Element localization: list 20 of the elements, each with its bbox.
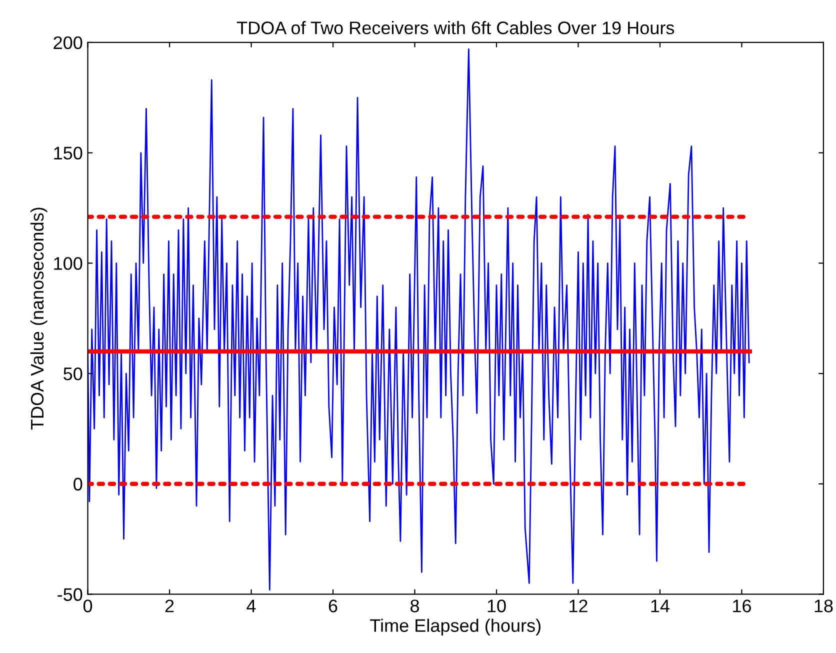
- x-tick-label: 8: [410, 600, 419, 612]
- y-tick-label: 100: [54, 257, 82, 270]
- x-tick-label: 10: [488, 600, 506, 612]
- x-tick-label: 2: [165, 600, 174, 612]
- y-tick-label: -50: [58, 588, 82, 601]
- x-tick-label: 4: [246, 600, 256, 612]
- x-tick-label: 6: [328, 600, 338, 612]
- x-tick-label: 0: [83, 600, 92, 612]
- y-axis-title: TDOA Value (nanoseconds): [30, 208, 48, 430]
- chart-title: TDOA of Two Receivers with 6ft Cables Over 19 Hours: [236, 21, 674, 34]
- x-tick-label: 14: [651, 600, 670, 612]
- y-tick-label: 200: [54, 36, 82, 50]
- y-tick-label: 150: [54, 146, 82, 160]
- x-tick-label: 12: [570, 600, 588, 612]
- y-tick-label: 0: [74, 478, 82, 491]
- y-tick-label: 50: [64, 367, 82, 380]
- x-tick-label: 16: [733, 600, 751, 612]
- line-series: [88, 48, 750, 591]
- x-axis-title: Time Elapsed (hours): [370, 618, 540, 636]
- x-tick-label: 18: [814, 600, 833, 612]
